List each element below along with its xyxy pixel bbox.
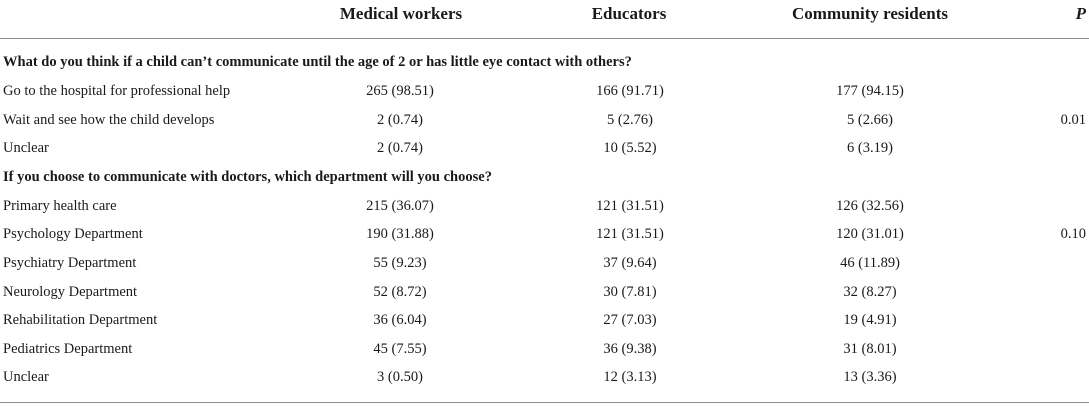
p-value — [990, 192, 1088, 220]
row-label: Go to the hospital for professional help — [3, 83, 231, 99]
header-educators: Educators — [591, 4, 667, 23]
table-row: Wait and see how the child develops 2 (0… — [0, 106, 1089, 134]
educators-value: 166 (91.71) — [596, 83, 664, 99]
community-residents-value: 6 (3.19) — [847, 140, 893, 156]
table-header-row: Medical workers Educators Community resi… — [0, 0, 1089, 28]
row-label: Psychiatry Department — [3, 255, 137, 271]
section-title-row: What do you think if a child can’t commu… — [0, 48, 1089, 76]
medical-workers-value: 190 (31.88) — [366, 226, 434, 242]
table-row: Unclear 2 (0.74) 10 (5.52) 6 (3.19) — [0, 134, 1089, 162]
table-row: Pediatrics Department 45 (7.55) 36 (9.38… — [0, 335, 1089, 363]
medical-workers-value: 3 (0.50) — [377, 369, 423, 385]
community-residents-value: 13 (3.36) — [843, 369, 897, 385]
table-row: Primary health care 215 (36.07) 121 (31.… — [0, 192, 1089, 220]
medical-workers-value: 265 (98.51) — [366, 83, 434, 99]
table-row: Rehabilitation Department 36 (6.04) 27 (… — [0, 306, 1089, 334]
row-label: Rehabilitation Department — [3, 312, 158, 328]
row-label: Neurology Department — [3, 284, 138, 300]
row-label: Pediatrics Department — [3, 341, 133, 357]
p-value — [990, 249, 1088, 277]
p-value — [990, 134, 1088, 162]
p-value: 0.01 — [1060, 112, 1086, 128]
community-residents-value: 46 (11.89) — [840, 255, 900, 271]
row-label: Wait and see how the child develops — [3, 112, 215, 128]
educators-value: 121 (31.51) — [596, 226, 664, 242]
table-row: Neurology Department 52 (8.72) 30 (7.81)… — [0, 278, 1089, 306]
educators-value: 12 (3.13) — [603, 369, 657, 385]
section-title: What do you think if a child can’t commu… — [3, 54, 632, 70]
medical-workers-value: 52 (8.72) — [373, 284, 427, 300]
medical-workers-value: 2 (0.74) — [377, 140, 423, 156]
educators-value: 121 (31.51) — [596, 198, 664, 214]
educators-value: 36 (9.38) — [603, 341, 657, 357]
p-value — [990, 335, 1088, 363]
table-row: Psychiatry Department 55 (9.23) 37 (9.64… — [0, 249, 1089, 277]
educators-value: 37 (9.64) — [603, 255, 657, 271]
p-value — [990, 278, 1088, 306]
community-residents-value: 19 (4.91) — [843, 312, 897, 328]
community-residents-value: 31 (8.01) — [843, 341, 897, 357]
educators-value: 5 (2.76) — [607, 112, 653, 128]
medical-workers-value: 36 (6.04) — [373, 312, 427, 328]
table-row: Unclear 3 (0.50) 12 (3.13) 13 (3.36) — [0, 363, 1089, 391]
table-bottom-rule — [0, 402, 1089, 403]
medical-workers-value: 215 (36.07) — [366, 198, 434, 214]
header-divider — [0, 38, 1089, 39]
community-residents-value: 126 (32.56) — [836, 198, 904, 214]
row-label: Unclear — [3, 140, 49, 156]
p-value — [990, 77, 1088, 105]
header-p-value: P — [1075, 4, 1086, 23]
p-value: 0.10 — [1060, 226, 1086, 242]
medical-workers-value: 45 (7.55) — [373, 341, 427, 357]
community-residents-value: 5 (2.66) — [847, 112, 893, 128]
p-value — [990, 306, 1088, 334]
educators-value: 10 (5.52) — [603, 140, 657, 156]
table-row: Psychology Department 190 (31.88) 121 (3… — [0, 220, 1089, 248]
table-row: Go to the hospital for professional help… — [0, 77, 1089, 105]
section-title: If you choose to communicate with doctor… — [3, 169, 492, 185]
row-label: Unclear — [3, 369, 49, 385]
medical-workers-value: 2 (0.74) — [377, 112, 423, 128]
row-label: Primary health care — [3, 198, 117, 214]
community-residents-value: 32 (8.27) — [843, 284, 897, 300]
medical-workers-value: 55 (9.23) — [373, 255, 427, 271]
header-medical-workers: Medical workers — [339, 4, 463, 23]
header-community-residents: Community residents — [792, 4, 948, 23]
educators-value: 30 (7.81) — [603, 284, 657, 300]
community-residents-value: 120 (31.01) — [836, 226, 904, 242]
p-value — [990, 363, 1088, 391]
educators-value: 27 (7.03) — [603, 312, 657, 328]
row-label: Psychology Department — [3, 226, 143, 242]
community-residents-value: 177 (94.15) — [836, 83, 904, 99]
section-title-row: If you choose to communicate with doctor… — [0, 163, 1089, 191]
